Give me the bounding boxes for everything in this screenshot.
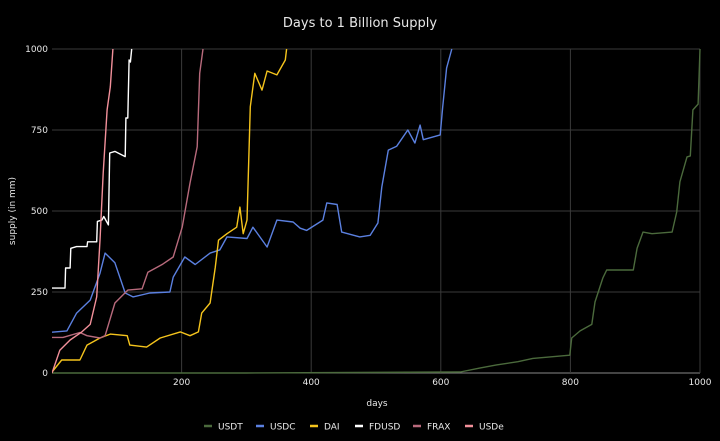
x-tick-label: 400 [303,378,320,388]
x-tick-label: 200 [173,378,190,388]
series-line-usdt [52,48,701,374]
series-line-usdc [52,48,453,333]
legend-label: USDT [218,423,243,433]
series-lines [52,48,701,374]
legend-label: USDC [270,423,296,433]
legend-item-frax[interactable]: FRAX [413,423,450,433]
legend-item-fdusd[interactable]: FDUSD [355,423,400,433]
series-line-frax [52,48,204,339]
legend-item-usdt[interactable]: USDT [204,423,243,433]
y-axis: 0 250 500 750 1000 [25,45,48,379]
series-line-usde [52,48,114,374]
grid [52,48,701,374]
legend-label: DAI [324,423,340,433]
legend-item-usdc[interactable]: USDC [256,423,296,433]
x-tick-label: 1000 [689,378,712,388]
y-tick-label: 500 [31,207,48,217]
x-axis-label: days [366,399,388,409]
x-axis: 200 400 600 800 1000 [173,378,712,388]
legend-label: FRAX [427,423,450,433]
legend-label: FDUSD [369,423,400,433]
y-tick-label: 1000 [25,45,48,55]
series-line-fdusd [52,48,133,289]
y-axis-label: supply (in mm) [8,177,18,245]
legend-label: USDe [479,423,504,433]
y-tick-label: 750 [31,126,48,136]
x-tick-label: 800 [562,378,579,388]
x-tick-label: 600 [432,378,449,388]
y-tick-label: 0 [42,369,48,379]
legend-item-usde[interactable]: USDe [465,423,504,433]
chart-title: Days to 1 Billion Supply [283,16,437,31]
series-line-dai [52,48,288,373]
legend: USDT USDC DAI FDUSD FRAX USDe [204,423,504,433]
legend-item-dai[interactable]: DAI [310,423,340,433]
y-tick-label: 250 [31,288,48,298]
